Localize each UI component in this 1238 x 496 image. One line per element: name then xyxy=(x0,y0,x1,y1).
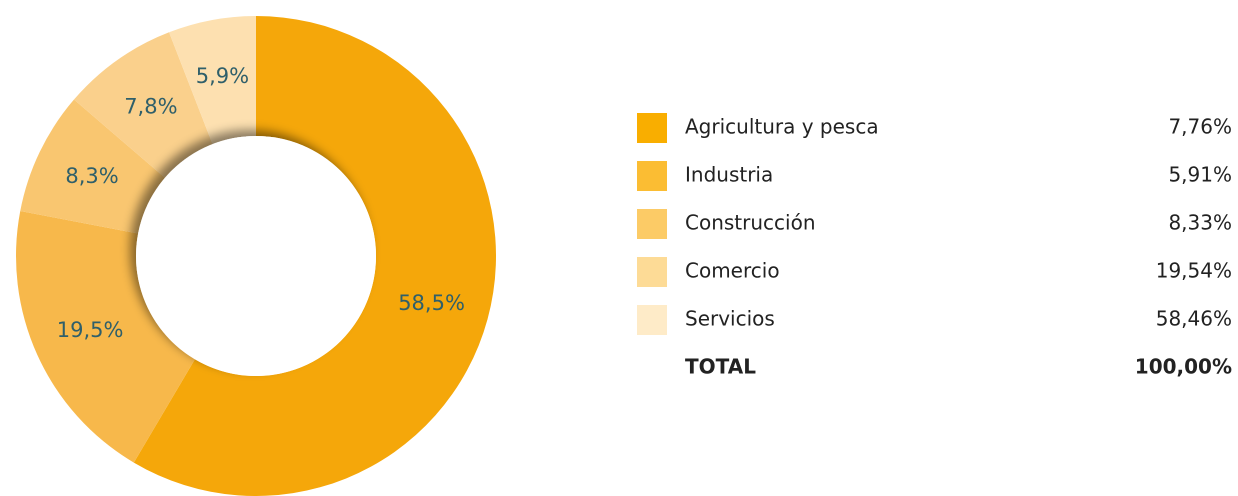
legend-value: 8,33% xyxy=(1168,211,1232,235)
legend-value: 19,54% xyxy=(1156,259,1232,283)
legend: Agricultura y pesca 7,76% Industria 5,91% Co… xyxy=(637,113,1232,379)
slice-label: 19,5% xyxy=(57,318,124,342)
legend-name: Industria xyxy=(685,163,773,187)
slice-label: 58,5% xyxy=(398,291,465,315)
slice xyxy=(73,32,213,178)
legend-name: Construcción xyxy=(685,211,816,235)
slice xyxy=(169,16,256,145)
slice-label: 7,8% xyxy=(124,94,177,118)
legend-swatch xyxy=(637,113,667,143)
slice xyxy=(133,16,496,496)
total-value: 100,00% xyxy=(1135,355,1232,379)
legend-swatch xyxy=(637,161,667,191)
legend-name: Agricultura y pesca xyxy=(685,115,879,139)
slice xyxy=(20,99,165,234)
legend-swatch xyxy=(637,305,667,335)
legend-name: Comercio xyxy=(685,259,780,283)
slice-label: 5,9% xyxy=(196,64,249,88)
donut-hole xyxy=(136,136,376,376)
legend-swatch xyxy=(637,257,667,287)
legend-value: 5,91% xyxy=(1168,163,1232,187)
legend-value: 58,46% xyxy=(1156,307,1232,331)
slice-label: 8,3% xyxy=(65,164,118,188)
slice xyxy=(15,211,195,463)
donut xyxy=(15,16,496,496)
legend-name: Servicios xyxy=(685,307,775,331)
legend-swatch xyxy=(637,209,667,239)
legend-value: 7,76% xyxy=(1168,115,1232,139)
slice-labels: 58,5% 19,5% 8,3% 7,8% 5,9% xyxy=(57,64,465,342)
total-name: TOTAL xyxy=(685,355,756,379)
